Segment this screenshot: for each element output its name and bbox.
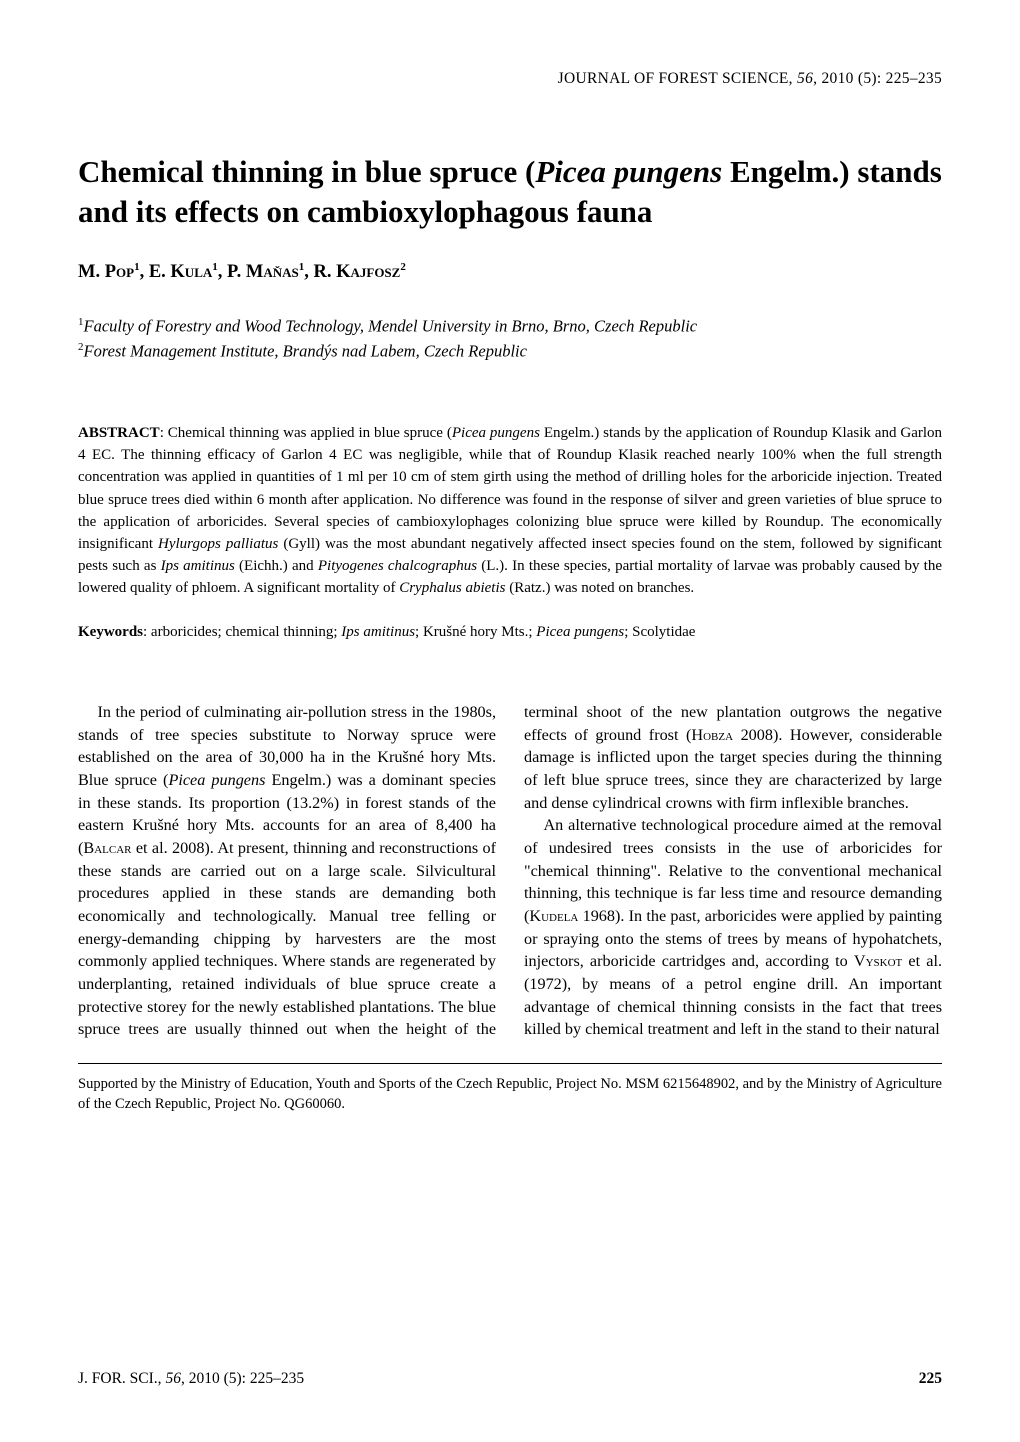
funding-footnote: Supported by the Ministry of Education, … bbox=[78, 1074, 942, 1115]
journal-issue: 5 bbox=[863, 70, 871, 87]
keywords-text: : arboricides; chemical thinning; Ips am… bbox=[143, 624, 695, 640]
affiliation: 1Faculty of Forestry and Wood Technology… bbox=[78, 314, 942, 339]
footer-citation: J. FOR. SCI., 56, 2010 (5): 225–235 bbox=[78, 1368, 304, 1390]
title-prefix: Chemical thinning in blue spruce ( bbox=[78, 154, 535, 189]
article-title: Chemical thinning in blue spruce (Picea … bbox=[78, 152, 942, 231]
author: R. Kajfosz2 bbox=[313, 262, 405, 282]
author-list: M. Pop1, E. Kula1, P. Maňas1, R. Kajfosz… bbox=[78, 259, 942, 285]
journal-pages: 225–235 bbox=[886, 70, 942, 87]
affiliation: 2Forest Management Institute, Brandýs na… bbox=[78, 339, 942, 364]
page-footer: J. FOR. SCI., 56, 2010 (5): 225–235 225 bbox=[78, 1368, 942, 1390]
abstract: ABSTRACT: Chemical thinning was applied … bbox=[78, 422, 942, 600]
journal-header: JOURNAL OF FOREST SCIENCE, 56, 2010 (5):… bbox=[78, 68, 942, 90]
journal-volume: 56 bbox=[797, 70, 813, 87]
footnote-rule bbox=[78, 1063, 942, 1064]
author: M. Pop1 bbox=[78, 262, 140, 282]
title-species: Picea pungens bbox=[535, 154, 722, 189]
author: E. Kula1 bbox=[149, 262, 218, 282]
body-text: In the period of culminating air-polluti… bbox=[78, 701, 942, 1041]
keywords: Keywords: arboricides; chemical thinning… bbox=[78, 622, 942, 643]
abstract-text: : Chemical thinning was applied in blue … bbox=[78, 425, 942, 596]
body-paragraph: An alternative technological procedure a… bbox=[524, 814, 942, 1041]
keywords-label: Keywords bbox=[78, 624, 143, 640]
journal-year: 2010 bbox=[821, 70, 853, 87]
page-number: 225 bbox=[919, 1368, 942, 1390]
journal-name: JOURNAL OF FOREST SCIENCE bbox=[558, 70, 789, 87]
abstract-label: ABSTRACT bbox=[78, 425, 160, 441]
author: P. Maňas1 bbox=[227, 262, 304, 282]
affiliation-list: 1Faculty of Forestry and Wood Technology… bbox=[78, 314, 942, 365]
